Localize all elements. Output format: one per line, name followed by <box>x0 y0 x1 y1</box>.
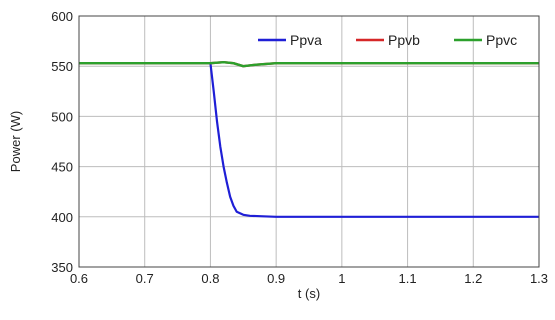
x-tick-label: 1.1 <box>399 271 417 286</box>
series-lines <box>79 60 539 218</box>
x-axis-label: t (s) <box>298 286 320 301</box>
y-tick-label: 450 <box>51 160 73 175</box>
x-tick-label: 1.3 <box>530 271 548 286</box>
plot-frame <box>78 15 540 268</box>
y-tick-label: 350 <box>51 260 73 275</box>
axis-ticks: 0.6 0.7 0.8 0.9 1 1.1 1.2 1.3 350 400 450 500 550 600 <box>51 9 548 286</box>
x-tick-label: 0.7 <box>136 271 154 286</box>
x-tick-label: 0.8 <box>201 271 219 286</box>
y-axis-label: Power (W) <box>8 111 23 172</box>
y-tick-label: 400 <box>51 210 73 225</box>
series-line-ppvc <box>79 60 539 68</box>
legend: Ppva Ppvb Ppvc <box>258 32 517 48</box>
y-tick-label: 550 <box>51 59 73 74</box>
legend-label: Ppva <box>290 32 322 48</box>
x-tick-label: 0.9 <box>267 271 285 286</box>
x-tick-label: 1.2 <box>464 271 482 286</box>
legend-label: Ppvc <box>486 32 517 48</box>
y-tick-label: 600 <box>51 9 73 24</box>
legend-label: Ppvb <box>388 32 420 48</box>
y-tick-label: 500 <box>51 109 73 124</box>
series-line-ppva <box>79 62 539 218</box>
x-tick-label: 1 <box>338 271 345 286</box>
x-tick-label: 0.6 <box>70 271 88 286</box>
grid <box>78 15 540 268</box>
